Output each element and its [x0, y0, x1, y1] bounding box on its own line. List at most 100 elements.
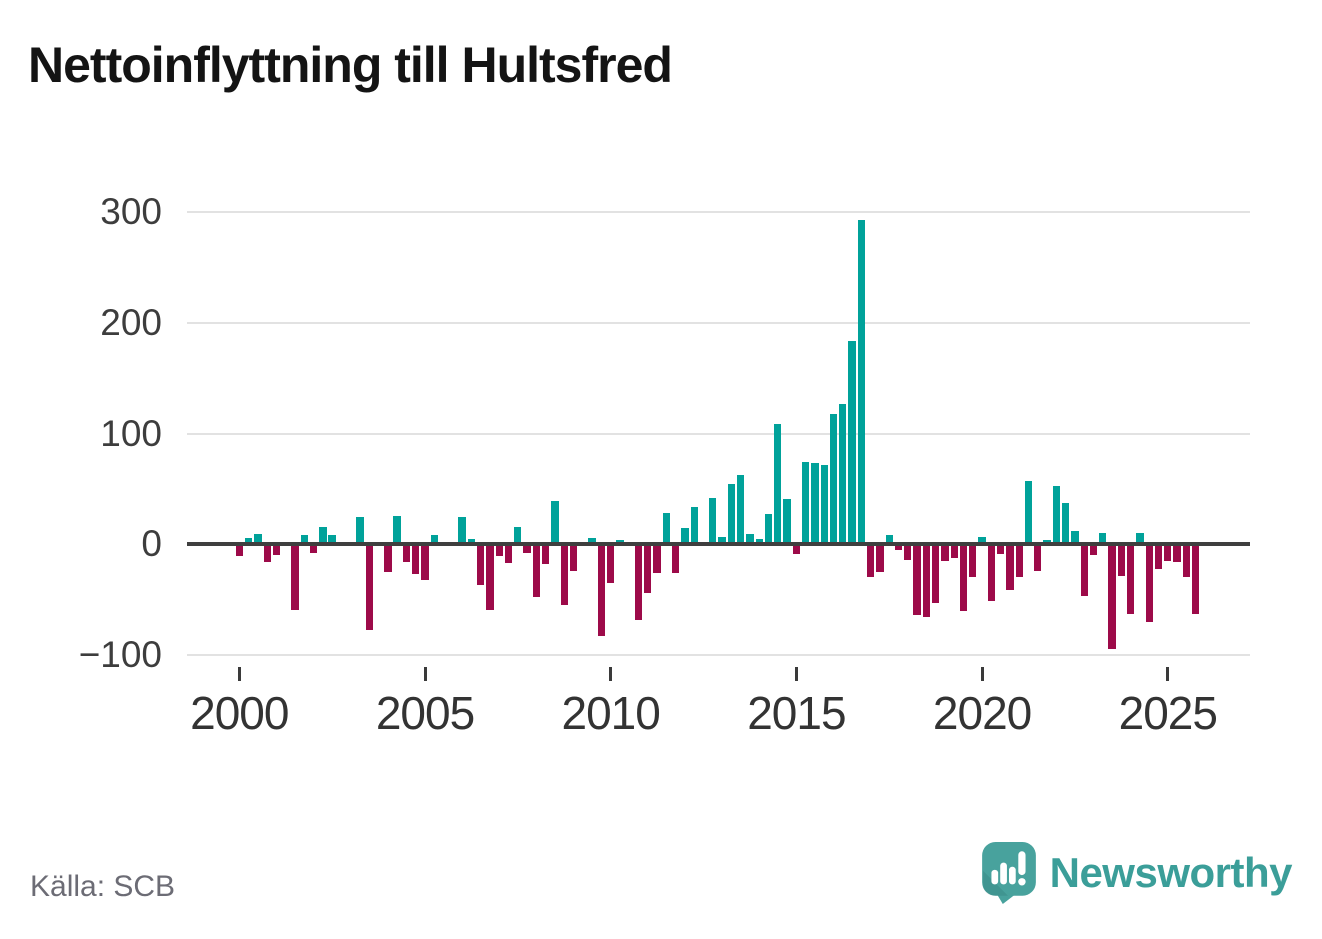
bar	[681, 527, 689, 545]
bar	[1191, 544, 1200, 615]
bar	[477, 544, 485, 586]
y-axis-label: 100	[100, 412, 162, 454]
bar	[244, 537, 253, 545]
bar	[458, 516, 466, 545]
bar	[857, 219, 866, 545]
bar	[876, 544, 884, 572]
bar	[792, 544, 801, 555]
x-axis-label: 2025	[1118, 687, 1218, 739]
bar	[987, 544, 995, 601]
bar	[1061, 503, 1070, 545]
bar	[709, 497, 717, 545]
brand-name: Newsworthy	[1049, 849, 1293, 896]
bar	[319, 526, 327, 545]
bar	[560, 544, 568, 606]
bar	[746, 534, 754, 545]
bar	[644, 544, 652, 593]
bar	[523, 544, 531, 554]
bar	[783, 498, 791, 545]
bar	[421, 544, 429, 580]
bar	[272, 544, 281, 556]
bar	[996, 544, 1005, 555]
bar-chart-glyph	[991, 862, 1016, 885]
bar	[950, 544, 958, 558]
bar	[1034, 544, 1042, 571]
bar	[774, 423, 782, 545]
x-axis-label: 2005	[375, 687, 475, 739]
bar	[504, 544, 513, 564]
bar	[1108, 544, 1116, 650]
gridline-y-200	[187, 321, 1250, 324]
bar	[393, 515, 401, 545]
bar	[1173, 544, 1181, 562]
bar	[402, 544, 411, 562]
bar	[569, 544, 578, 571]
bar	[235, 544, 243, 557]
exclamation-glyph	[1017, 851, 1026, 886]
bar	[1136, 533, 1144, 545]
bar	[848, 340, 856, 545]
y-axis-label: −100	[78, 634, 162, 675]
bar	[1015, 544, 1023, 578]
y-axis-label: 200	[100, 301, 162, 343]
y-axis-label: 0	[141, 523, 162, 565]
bar	[802, 462, 810, 545]
bar	[737, 474, 745, 545]
x-axis-label: 2000	[190, 687, 289, 739]
bar	[885, 535, 893, 545]
bar	[551, 501, 559, 545]
bar	[1080, 544, 1088, 597]
bar	[922, 544, 931, 618]
bar	[1006, 544, 1014, 590]
bar	[1145, 544, 1153, 622]
bar	[1043, 539, 1051, 545]
bar	[829, 413, 838, 545]
newsworthy-logo: Newsworthy	[981, 842, 1293, 904]
bar	[1099, 533, 1107, 545]
bar	[653, 544, 661, 574]
x-axis-tick	[1166, 667, 1170, 681]
bar	[430, 535, 438, 545]
bar	[1052, 485, 1060, 545]
bar	[588, 537, 596, 545]
bar	[254, 534, 262, 545]
bar	[263, 544, 271, 562]
bar	[309, 544, 318, 554]
gridline-y-300	[187, 211, 1250, 213]
bar	[866, 544, 875, 578]
bar	[727, 484, 736, 545]
bar	[1024, 481, 1033, 545]
bar	[365, 544, 373, 630]
x-axis-label: 2010	[561, 687, 661, 739]
gridline-y-100	[187, 432, 1250, 435]
bar	[291, 544, 299, 610]
bar	[328, 535, 336, 545]
bar	[931, 544, 940, 603]
bar	[904, 544, 912, 560]
bar	[634, 544, 643, 620]
bar	[913, 544, 921, 616]
x-axis-tick	[609, 667, 613, 681]
x-axis-tick	[794, 667, 798, 681]
bar	[839, 403, 847, 545]
bar	[532, 544, 541, 598]
bar	[969, 544, 977, 578]
x-axis-tick	[423, 667, 427, 681]
y-axis-label: 300	[100, 191, 162, 232]
x-axis-tick	[980, 667, 984, 681]
bar	[1164, 544, 1172, 561]
x-axis-label: 2020	[932, 687, 1032, 739]
bar	[1126, 544, 1135, 615]
bar	[356, 516, 364, 545]
bar	[662, 513, 671, 545]
zero-axis-line	[187, 542, 1250, 547]
bar	[384, 544, 392, 572]
bar	[894, 544, 903, 550]
source-note: Källa: SCB	[30, 870, 176, 903]
gridline-y--100	[187, 654, 1250, 656]
bar	[486, 544, 494, 610]
bar	[941, 544, 949, 561]
bar	[616, 539, 624, 545]
